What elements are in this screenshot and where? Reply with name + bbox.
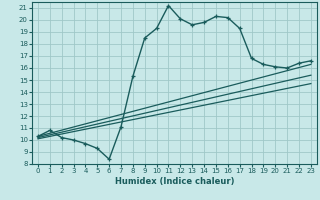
X-axis label: Humidex (Indice chaleur): Humidex (Indice chaleur)	[115, 177, 234, 186]
